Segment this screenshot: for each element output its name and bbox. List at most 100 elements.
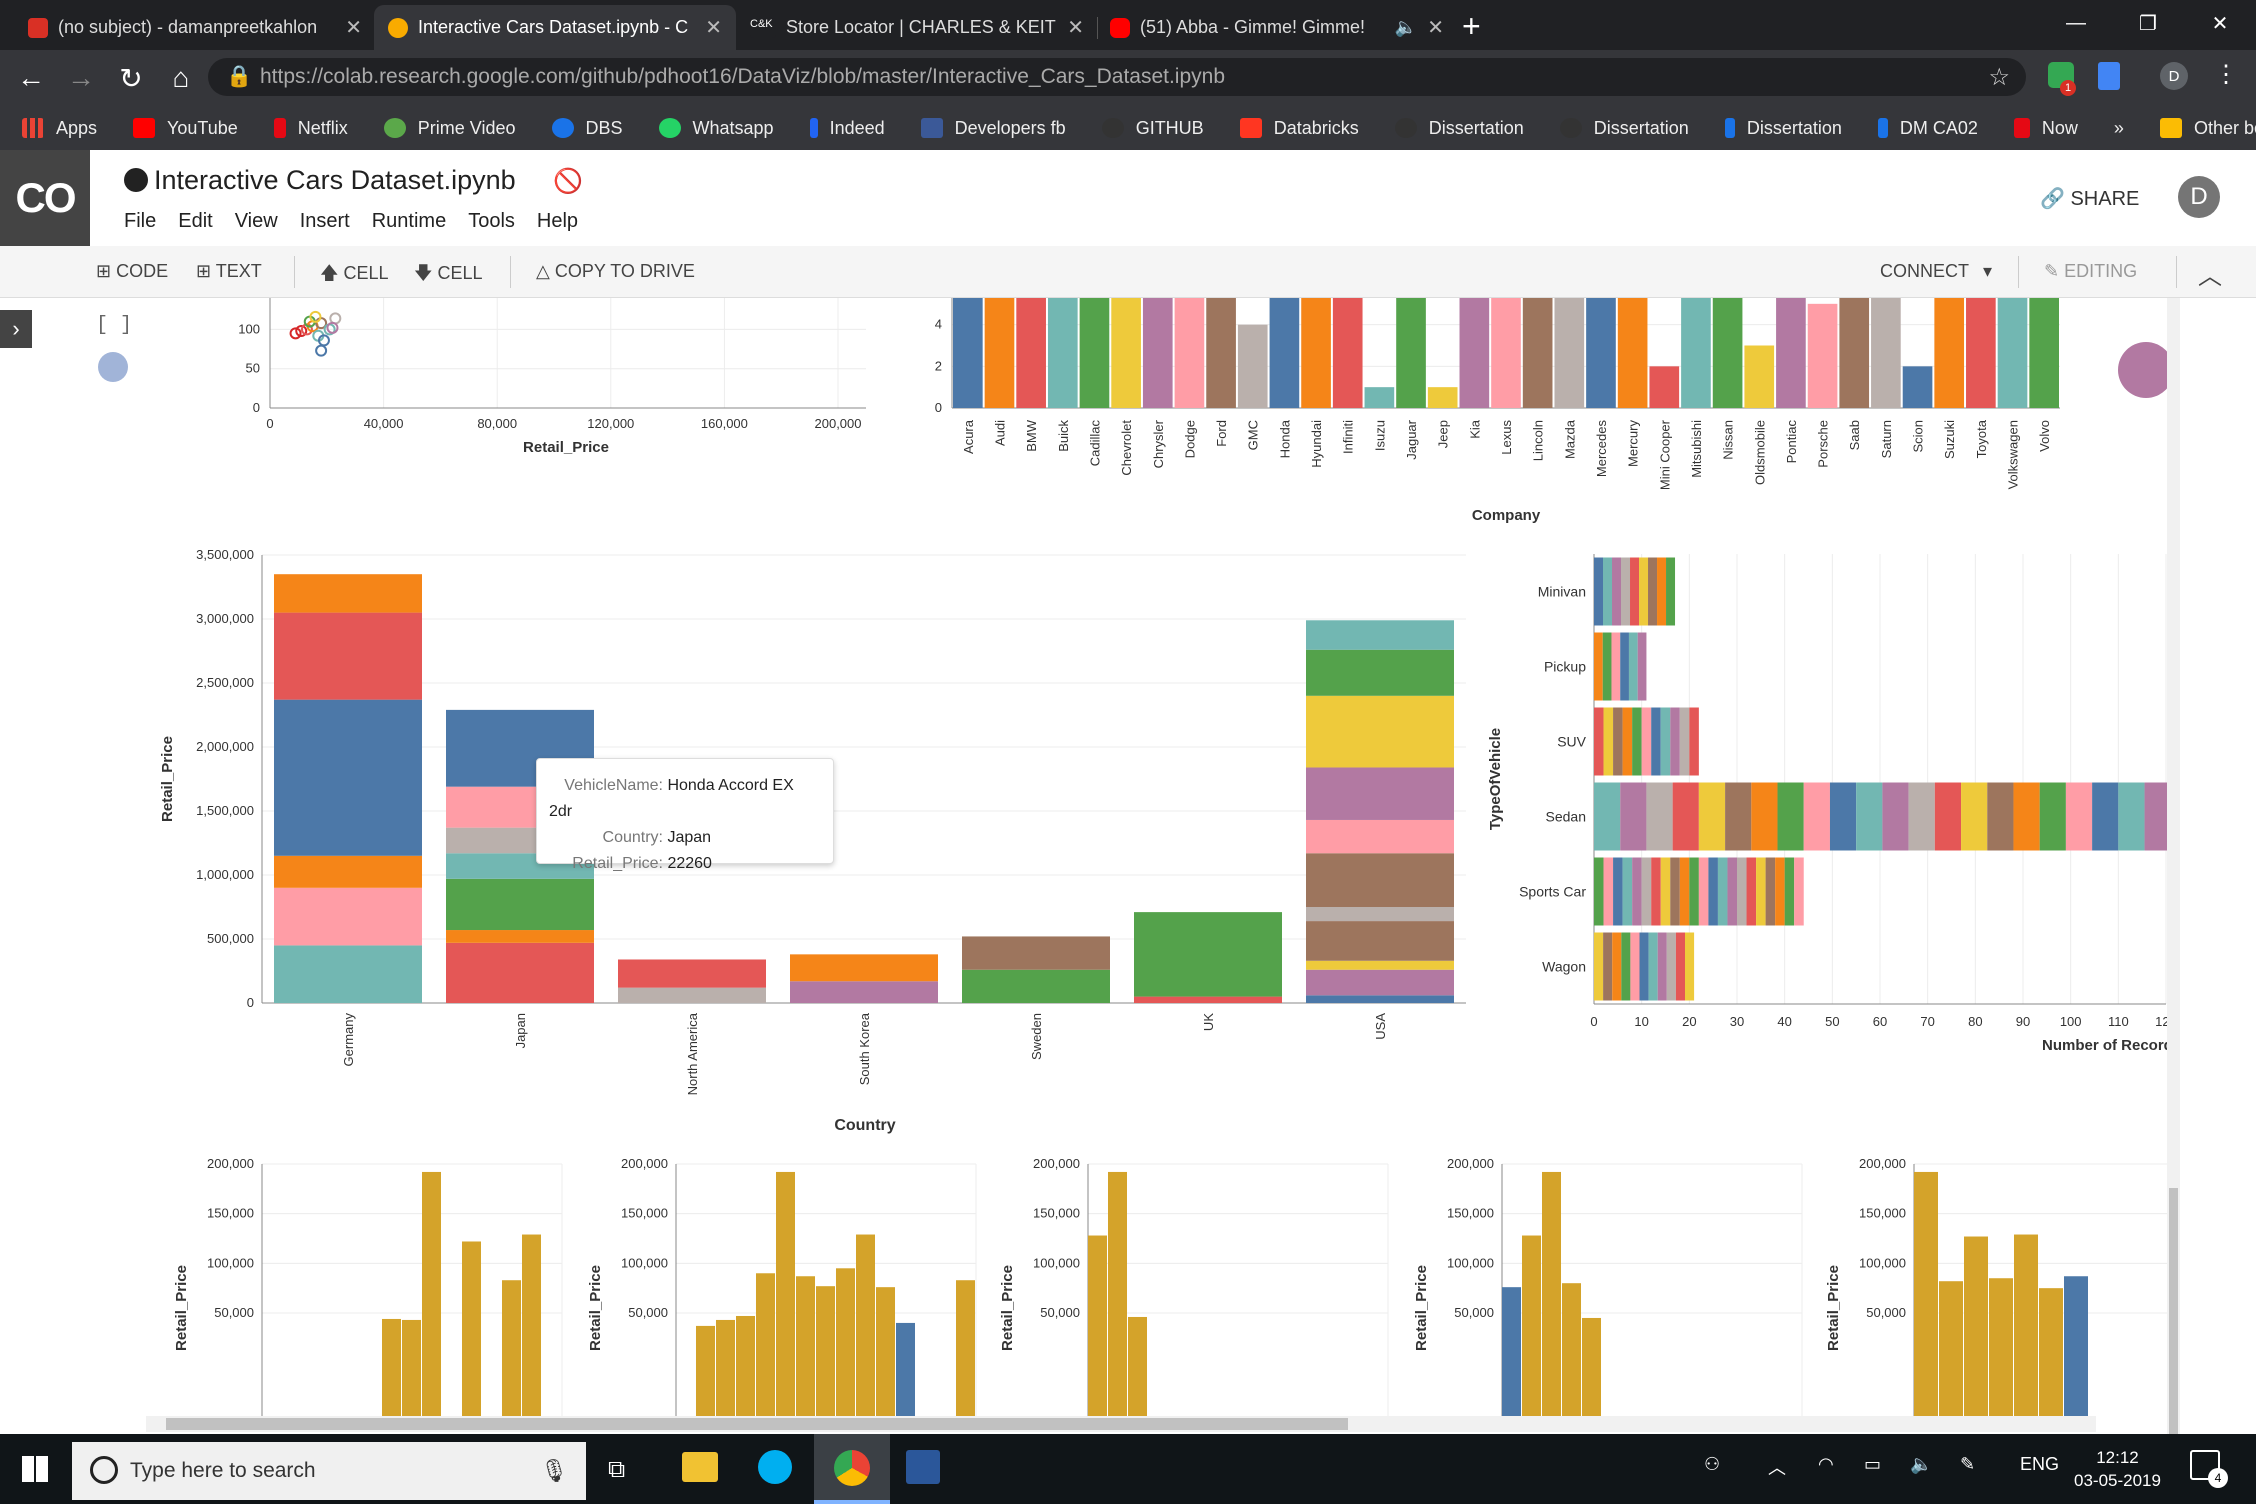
cell-run-button[interactable]: [ ] [96,314,133,337]
collapse-header-icon[interactable]: ︿ [2198,263,2222,290]
scatter-point [315,344,328,357]
clock[interactable]: 12:12 03-05-2019 [2074,1446,2161,1492]
search-placeholder: Type here to search [130,1459,316,1482]
volume-icon[interactable]: 🔈 [1910,1454,1933,1474]
tick-label: 0 [1590,1014,1597,1029]
battery-icon[interactable]: ▭ [1864,1454,1882,1474]
facebook-icon [920,118,943,138]
tab-title: Interactive Cars Dataset.ipynb - C [418,17,689,37]
horizontal-scrollbar[interactable] [146,1416,2096,1432]
menu-runtime[interactable]: Runtime [371,210,447,232]
bookmark-github[interactable]: GITHUB [1101,118,1204,139]
move-cell-up-button[interactable]: 🡅 CELL [320,261,389,291]
close-window-icon[interactable]: ✕ [2211,12,2229,35]
windows-start-icon[interactable] [22,1456,48,1482]
bookmark-netflix[interactable]: Netflix [273,118,348,139]
bookmark-dissertation-3[interactable]: Dissertation [1724,117,1842,139]
star-icon[interactable]: ☆ [1988,63,2010,91]
tick-label: 100 [2060,1014,2082,1029]
kebab-menu-icon[interactable]: ⋮ [2214,61,2238,88]
wifi-icon[interactable]: ◠ [1818,1454,1834,1474]
chrome-taskbar-button[interactable] [814,1434,890,1504]
notifications-icon[interactable] [2190,1450,2220,1480]
skype-icon[interactable] [758,1450,792,1484]
add-code-button[interactable]: ⊞ CODE [96,261,168,282]
word-icon[interactable] [906,1450,940,1484]
windows-taskbar: Type here to search 🎙 ⧉ ⚇ ︿ ◠ ▭ 🔈 ✎ ENG … [0,1434,2256,1504]
menu-view[interactable]: View [234,210,278,232]
stacked-bar-segment [1689,857,1699,926]
people-icon[interactable]: ⚇ [1704,1454,1721,1474]
user-avatar[interactable]: D [2178,176,2220,218]
bookmark-apps[interactable]: Apps [22,118,97,139]
close-icon[interactable]: ✕ [1427,17,1444,39]
profile-avatar[interactable]: D [2160,62,2188,90]
bookmark-label: Apps [56,117,98,138]
menu-help[interactable]: Help [536,210,579,232]
file-explorer-icon[interactable] [682,1452,718,1482]
bookmark-developers-fb[interactable]: Developers fb [920,118,1066,139]
bookmark-label: Dissertation [1746,117,1842,138]
stacked-bar-segment [1751,782,1778,851]
scrollbar-thumb[interactable] [2169,1188,2178,1504]
address-bar[interactable]: 🔒 https://colab.research.google.com/gith… [208,58,2026,96]
bookmark-dissertation-2[interactable]: Dissertation [1559,118,1689,139]
tab-charles-keith[interactable]: C&K Store Locator | CHARLES & KEITH ✕ [736,5,1098,50]
bookmarks-overflow[interactable]: » [2113,117,2124,138]
docs-extension-icon[interactable] [2098,62,2120,90]
share-button[interactable]: 🔗 SHARE [2040,186,2139,211]
bookmark-dm-ca02[interactable]: DM CA02 [1877,118,1978,139]
close-icon[interactable]: ✕ [345,17,362,39]
bookmarks-bar: Apps YouTube Netflix Prime Video DBS Wha… [0,106,2256,150]
minimize-icon[interactable]: — [2066,11,2086,34]
scrollbar-thumb[interactable] [166,1418,1348,1430]
menu-edit[interactable]: Edit [178,210,213,232]
menu-tools[interactable]: Tools [468,210,515,232]
home-icon[interactable]: ⌂ [172,62,190,93]
copy-to-drive-button[interactable]: △ COPY TO DRIVE [536,261,695,282]
bookmark-dissertation-1[interactable]: Dissertation [1394,118,1524,139]
stacked-bar-segment [2118,782,2145,851]
clock-time: 12:12 [2096,1448,2139,1467]
close-icon[interactable]: ✕ [705,17,722,39]
back-icon[interactable]: ← [17,62,45,93]
tick-label: 50,000 [214,1305,254,1320]
editing-indicator[interactable]: ✎ EDITING [2044,261,2137,282]
bookmark-now[interactable]: Now [2013,118,2078,139]
close-icon[interactable]: ✕ [1067,17,1084,39]
notebook-title[interactable]: Interactive Cars Dataset.ipynb [154,165,516,195]
vertical-scrollbar[interactable] [2167,298,2180,1504]
bar [1269,298,1300,408]
bookmark-databricks[interactable]: Databricks [1239,118,1359,139]
stacked-bar-segment [962,969,1110,1003]
menu-file[interactable]: File [124,210,157,232]
menu-insert[interactable]: Insert [299,210,350,232]
new-tab-button[interactable]: + [1462,8,1481,44]
colab-logo[interactable]: CO [0,150,90,246]
restore-icon[interactable]: ❐ [2139,12,2157,35]
move-cell-down-button[interactable]: 🡇 CELL [414,261,483,291]
bookmark-indeed[interactable]: Indeed [809,118,885,139]
pen-icon[interactable]: ✎ [1960,1454,1976,1474]
microphone-icon[interactable]: 🎙 [540,1458,568,1483]
bookmark-dbs[interactable]: DBS [551,118,623,139]
reload-icon[interactable]: ↻ [119,62,143,94]
tab-gmail[interactable]: (no subject) - damanpreetkahlon ✕ [14,5,376,50]
bookmark-prime-video[interactable]: Prime Video [383,118,516,139]
sidebar-toggle-icon[interactable]: › [0,310,32,348]
chevron-up-icon[interactable]: ︿ [1768,1458,1786,1478]
tab-youtube[interactable]: (51) Abba - Gimme! Gimme! 🔈 ✕ [1096,5,1458,50]
connect-button[interactable]: CONNECT ▾ [1880,261,1992,282]
speaker-icon[interactable]: 🔈 [1394,17,1418,37]
bookmark-youtube[interactable]: YouTube [133,118,238,139]
add-text-button[interactable]: ⊞ TEXT [196,261,262,282]
bookmark-whatsapp[interactable]: Whatsapp [658,118,774,139]
language-indicator[interactable]: ENG [2020,1454,2060,1474]
bookmark-other[interactable]: Other bookmarks [2159,118,2256,139]
tab-colab[interactable]: Interactive Cars Dataset.ipynb - C ✕ [374,5,736,50]
stacked-bar-segment [1306,969,1454,996]
forward-icon[interactable]: → [67,62,95,93]
stacked-bar-segment [1632,707,1642,776]
taskbar-search-input[interactable]: Type here to search 🎙 [72,1442,586,1500]
task-view-icon[interactable]: ⧉ [608,1456,626,1483]
